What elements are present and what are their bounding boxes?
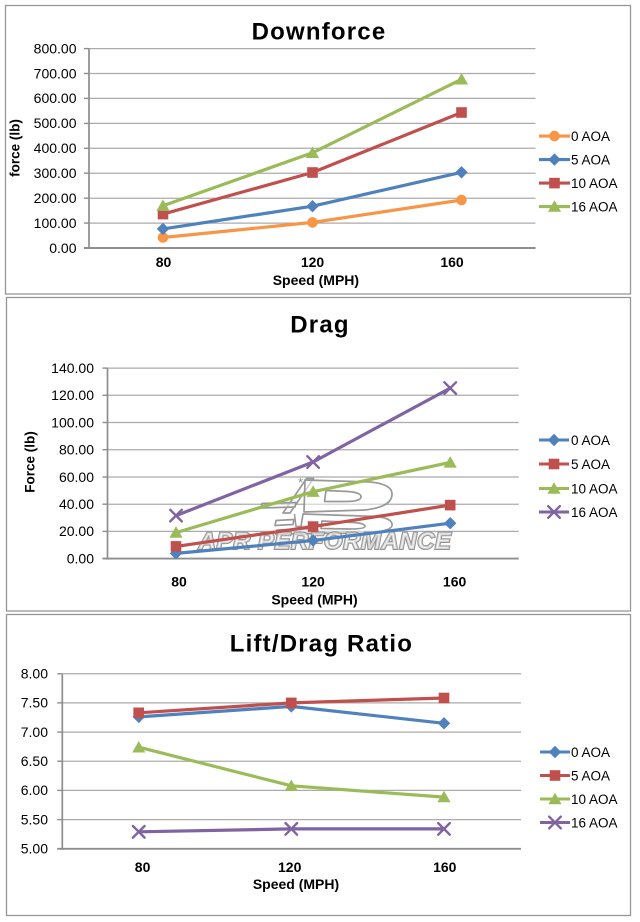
svg-text:80: 80 — [135, 859, 151, 875]
svg-text:80: 80 — [156, 254, 172, 270]
svg-text:Speed (MPH): Speed (MPH) — [253, 876, 339, 892]
svg-text:140.00: 140.00 — [51, 360, 94, 376]
svg-text:800.00: 800.00 — [34, 40, 77, 56]
svg-text:8.00: 8.00 — [21, 666, 48, 682]
svg-text:16 AOA: 16 AOA — [571, 815, 618, 830]
svg-text:6.50: 6.50 — [21, 753, 48, 769]
svg-text:60.00: 60.00 — [59, 469, 94, 485]
svg-text:Downforce: Downforce — [252, 19, 387, 46]
svg-text:force (lb): force (lb) — [8, 119, 23, 177]
svg-text:APR PERFORMANCE: APR PERFORMANCE — [198, 528, 452, 555]
svg-text:600.00: 600.00 — [34, 90, 77, 106]
svg-text:80.00: 80.00 — [59, 442, 94, 458]
svg-text:5.50: 5.50 — [21, 811, 48, 827]
svg-text:6.00: 6.00 — [21, 782, 48, 798]
svg-text:120: 120 — [278, 859, 302, 875]
svg-text:160: 160 — [443, 573, 467, 589]
svg-text:160: 160 — [440, 254, 464, 270]
svg-text:16 AOA: 16 AOA — [571, 199, 618, 214]
svg-text:10 AOA: 10 AOA — [571, 792, 618, 807]
svg-text:5.00: 5.00 — [21, 841, 48, 857]
svg-text:40.00: 40.00 — [59, 496, 94, 512]
svg-text:10 AOA: 10 AOA — [571, 481, 618, 496]
svg-text:Lift/Drag Ratio: Lift/Drag Ratio — [230, 630, 413, 657]
svg-text:0 AOA: 0 AOA — [571, 433, 610, 448]
svg-text:120.00: 120.00 — [51, 387, 94, 403]
svg-text:Force (lb): Force (lb) — [23, 431, 38, 493]
svg-text:160: 160 — [433, 859, 457, 875]
svg-text:0 AOA: 0 AOA — [571, 129, 610, 144]
svg-text:5 AOA: 5 AOA — [571, 768, 610, 783]
svg-text:10 AOA: 10 AOA — [571, 176, 618, 191]
svg-text:5 AOA: 5 AOA — [571, 152, 610, 167]
svg-text:100.00: 100.00 — [34, 215, 77, 231]
svg-text:300.00: 300.00 — [34, 165, 77, 181]
svg-text:Speed (MPH): Speed (MPH) — [273, 272, 359, 288]
svg-text:16 AOA: 16 AOA — [571, 505, 618, 520]
svg-text:400.00: 400.00 — [34, 140, 77, 156]
svg-text:*: * — [298, 475, 303, 490]
svg-text:7.50: 7.50 — [21, 695, 48, 711]
svg-text:7.00: 7.00 — [21, 724, 48, 740]
svg-text:0.00: 0.00 — [67, 550, 94, 566]
svg-text:120: 120 — [301, 254, 325, 270]
svg-text:80: 80 — [171, 573, 187, 589]
svg-text:Speed (MPH): Speed (MPH) — [271, 591, 357, 607]
svg-text:200.00: 200.00 — [34, 190, 77, 206]
svg-text:120: 120 — [301, 573, 325, 589]
svg-text:700.00: 700.00 — [34, 65, 77, 81]
svg-text:0.00: 0.00 — [49, 240, 76, 256]
svg-text:20.00: 20.00 — [59, 523, 94, 539]
svg-text:5 AOA: 5 AOA — [571, 457, 610, 472]
svg-text:100.00: 100.00 — [51, 414, 94, 430]
svg-text:500.00: 500.00 — [34, 115, 77, 131]
svg-text:0 AOA: 0 AOA — [571, 745, 610, 760]
svg-text:Drag: Drag — [290, 312, 349, 339]
